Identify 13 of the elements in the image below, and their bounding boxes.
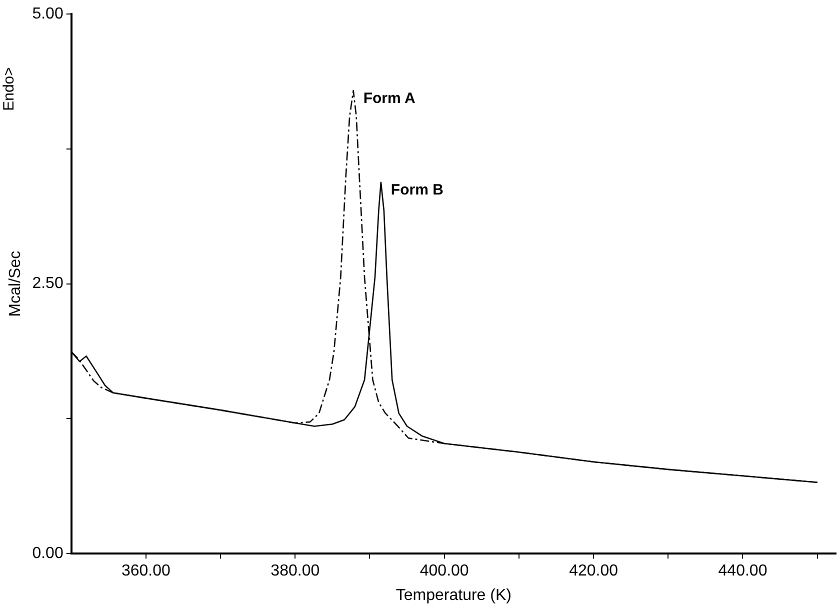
- x-tick-label: 420.00: [569, 562, 618, 580]
- text: Endo>: [0, 66, 18, 111]
- x-axis-title: Temperature (K): [396, 586, 512, 604]
- y-tick-label: 0.00: [32, 545, 64, 562]
- x-tick-label: 380.00: [270, 562, 320, 580]
- y-axis-title: Mcal/Sec: [7, 250, 24, 317]
- x-tick-label: 440.00: [718, 562, 768, 580]
- series-label: Form B: [390, 181, 444, 198]
- y-tick-label: 2.50: [32, 275, 64, 292]
- y-tick-label: 5.00: [32, 5, 64, 22]
- series-label: Form A: [363, 90, 416, 107]
- x-tick-label: 400.00: [420, 562, 469, 580]
- x-tick-label: 360.00: [121, 562, 171, 580]
